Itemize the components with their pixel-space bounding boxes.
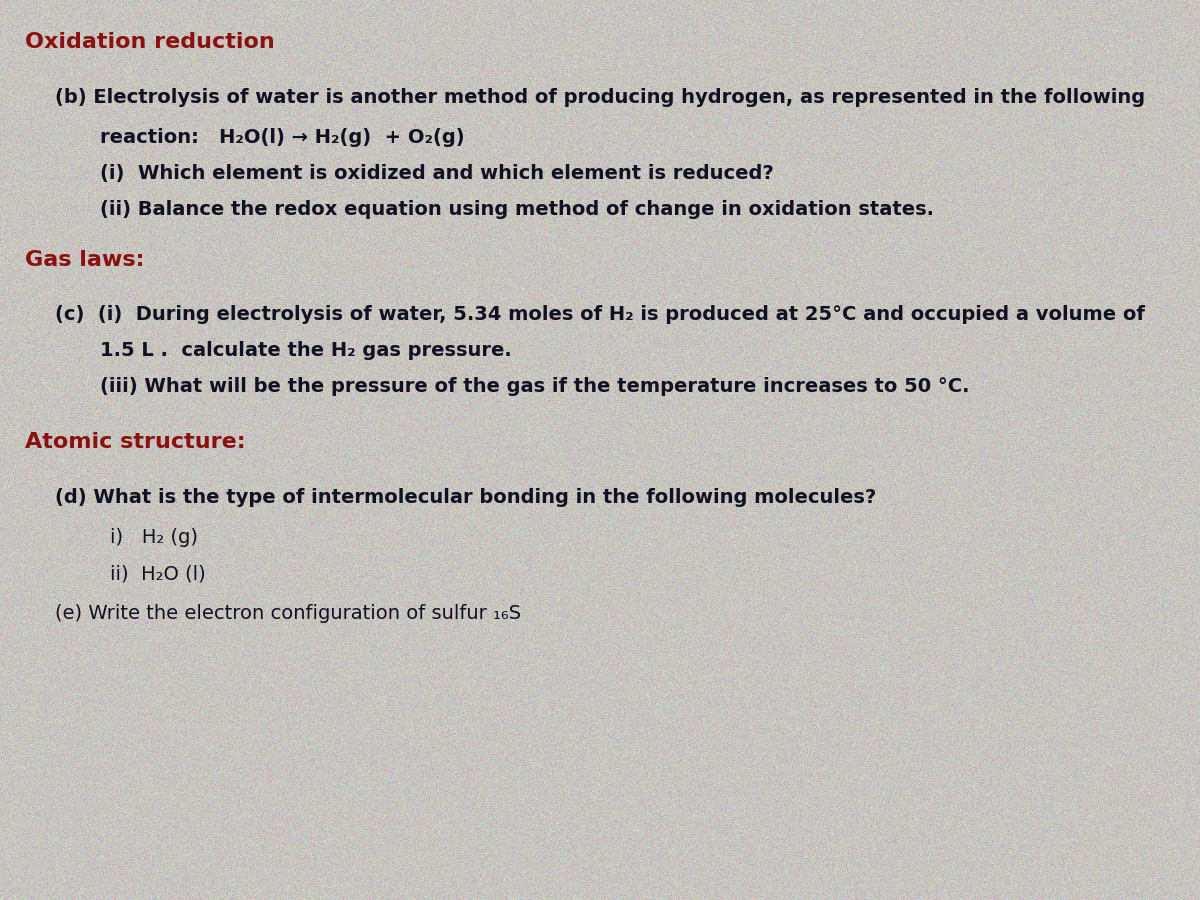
- Text: Oxidation reduction: Oxidation reduction: [25, 32, 275, 52]
- Text: Gas laws:: Gas laws:: [25, 250, 144, 270]
- Text: (e) Write the electron configuration of sulfur ₁₆S: (e) Write the electron configuration of …: [55, 604, 521, 623]
- Text: (c)  (i)  During electrolysis of water, 5.34 moles of H₂ is produced at 25°C and: (c) (i) During electrolysis of water, 5.…: [55, 305, 1145, 324]
- Text: (iii) What will be the pressure of the gas if the temperature increases to 50 °C: (iii) What will be the pressure of the g…: [100, 377, 970, 396]
- Text: (ii) Balance the redox equation using method of change in oxidation states.: (ii) Balance the redox equation using me…: [100, 200, 934, 219]
- Text: (b) Electrolysis of water is another method of producing hydrogen, as represente: (b) Electrolysis of water is another met…: [55, 88, 1145, 107]
- Text: ii)  H₂O (l): ii) H₂O (l): [110, 564, 205, 583]
- Text: Atomic structure:: Atomic structure:: [25, 432, 246, 452]
- Text: i)   H₂ (g): i) H₂ (g): [110, 528, 198, 547]
- Text: reaction:   H₂O(l) → H₂(g)  + O₂(g): reaction: H₂O(l) → H₂(g) + O₂(g): [100, 128, 464, 147]
- Text: (d) What is the type of intermolecular bonding in the following molecules?: (d) What is the type of intermolecular b…: [55, 488, 876, 507]
- Text: (i)  Which element is oxidized and which element is reduced?: (i) Which element is oxidized and which …: [100, 164, 774, 183]
- Text: 1.5 L .  calculate the H₂ gas pressure.: 1.5 L . calculate the H₂ gas pressure.: [100, 341, 511, 360]
